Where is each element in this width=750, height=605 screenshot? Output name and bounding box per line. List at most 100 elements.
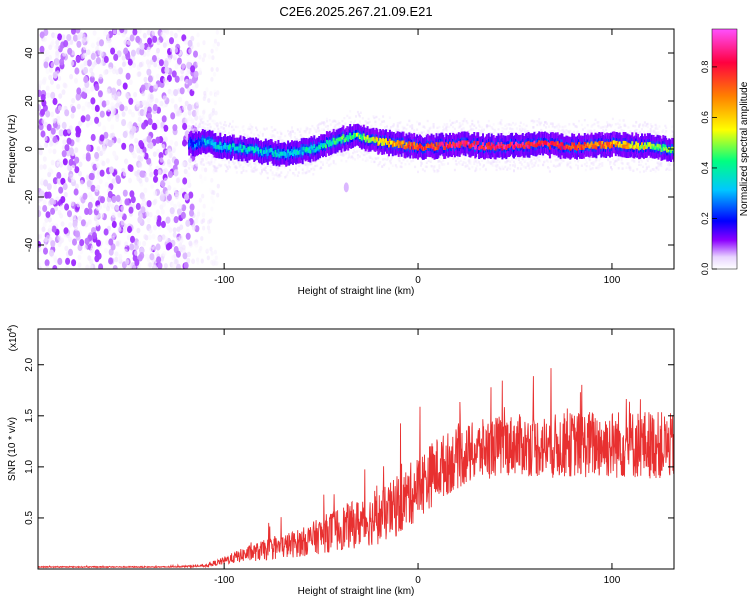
spectrogram-noise-cell <box>124 105 128 112</box>
spectrogram-noise-cell <box>107 190 113 199</box>
spectrogram-ridge-halo-cell <box>266 176 269 180</box>
spectrogram-ridge-halo-cell <box>606 121 609 124</box>
spectrogram-ridge-halo-cell <box>458 122 461 125</box>
spectrogram-noise-cell <box>54 58 60 66</box>
spectrogram-noise-cell <box>49 67 53 73</box>
spectrogram-ridge-halo-cell <box>544 156 547 159</box>
spectrogram-ridge-halo-cell <box>340 159 343 162</box>
spectrogram-ridge-halo-cell <box>329 162 332 166</box>
spectrogram-ridge-halo-cell <box>557 128 560 131</box>
spectrogram-noise-cell <box>38 80 43 86</box>
spectrogram-ridge-halo-cell <box>617 158 620 161</box>
spectrogram-noise-cell <box>95 162 100 169</box>
spectrogram-noise-cell <box>105 99 110 106</box>
spectrogram-sparse-cell <box>199 245 203 251</box>
spectrogram-noise-cell <box>176 208 182 216</box>
spectrogram-noise-cell <box>148 141 154 150</box>
spectrogram-noise-cell <box>59 213 64 219</box>
spectrogram-noise-cell <box>40 108 46 116</box>
spectrogram-ridge-core-cell <box>190 139 193 144</box>
spectrogram-ridge-halo-cell <box>225 124 228 127</box>
spectrogram-ridge-halo-cell <box>546 158 548 161</box>
spectrogram-ridge-halo-cell <box>232 128 235 131</box>
spectrogram-noise-cell <box>139 246 145 255</box>
spectrogram-ridge-halo-cell <box>418 132 420 135</box>
spectrogram-noise-cell <box>105 37 110 44</box>
spectrogram-noise-cell <box>41 118 46 125</box>
spectrogram-ridge-halo-cell <box>497 122 500 125</box>
spectrogram-ridge-halo-cell <box>513 160 515 164</box>
spectrogram-noise-cell <box>45 265 50 269</box>
spectrogram-ridge-halo-cell <box>668 168 671 171</box>
spectrogram-noise-cell <box>104 181 109 188</box>
spectrogram-noise-cell <box>173 89 179 97</box>
spectrogram-ridge-halo-cell <box>211 154 214 157</box>
spectrogram-ridge-halo-cell <box>264 170 267 173</box>
spectrogram-ridge-halo-cell <box>205 161 208 165</box>
spectrogram-ridge-halo-cell <box>502 167 505 171</box>
spectrogram-noise-cell <box>76 103 81 110</box>
spectrogram-ridge-halo-cell <box>620 158 623 161</box>
spectrogram-ridge-halo-cell <box>639 170 642 174</box>
spectrogram-ridge-halo-cell <box>427 129 430 133</box>
spectrogram-ridge-core-cell <box>211 139 214 144</box>
spectrogram-ridge-halo-cell <box>324 122 326 125</box>
spectrogram-noise-cell <box>102 125 107 131</box>
spectrogram-noise-cell <box>46 123 52 131</box>
spectrogram-ridge-halo-cell <box>387 157 389 160</box>
spectrogram-ridge-halo-cell <box>415 132 418 136</box>
spectrogram-noise-cell <box>108 248 114 256</box>
spectrogram-ridge-halo-cell <box>326 128 329 131</box>
spectrogram-noise-cell <box>135 202 141 211</box>
spectrogram-noise-cell <box>156 47 160 54</box>
spectrogram-noise-cell <box>38 104 41 112</box>
spectrogram-ridge-halo-cell <box>513 131 515 135</box>
spectrogram-ridge-halo-cell <box>558 125 561 128</box>
spectrogram-sparse-cell <box>211 55 215 60</box>
spectrogram-noise-cell <box>166 159 171 165</box>
spectrogram-ridge-halo-cell <box>424 132 427 136</box>
spectrogram-ridge-halo-cell <box>228 162 230 165</box>
spectrogram-sparse-cell <box>201 57 205 63</box>
spectrogram-ridge-halo-cell <box>585 161 588 164</box>
spectrogram-noise-cell <box>74 147 79 153</box>
spectrogram-ridge-halo-cell <box>553 126 556 129</box>
spectrogram-ridge-core-cell <box>223 144 226 149</box>
spectrogram-ridge-halo-cell <box>398 159 401 163</box>
spectrogram-noise-cell <box>162 77 167 84</box>
spectrogram-ridge-core-cell <box>218 145 221 150</box>
spectrogram-ridge-halo-cell <box>603 130 606 134</box>
spectrogram-ridge-halo-cell <box>356 154 359 157</box>
spectrogram-ridge-halo-cell <box>248 161 251 164</box>
spectrogram-ridge-halo-cell <box>527 164 530 167</box>
spectrogram-noise-cell <box>42 204 48 213</box>
spectrogram-ridge-halo-cell <box>524 128 527 131</box>
spectrogram-ridge-halo-cell <box>536 156 539 160</box>
spectrogram-ridge-halo-cell <box>402 128 405 131</box>
spectrogram-noise-cell <box>168 227 173 233</box>
spectrogram-noise-cell <box>38 205 41 211</box>
spectrogram-ridge-halo-cell <box>501 165 504 168</box>
spectrogram-noise-cell <box>79 239 85 247</box>
spectrogram-noise-cell <box>167 185 172 191</box>
spectrogram-noise-cell <box>40 130 46 138</box>
spectrogram-ridge-halo-cell <box>199 119 202 122</box>
spectrogram-noise-cell <box>75 136 80 143</box>
spectrogram-ridge-halo-cell <box>373 116 376 120</box>
spectrogram-noise-cell <box>175 250 181 258</box>
spectrogram-ridge-halo-cell <box>593 122 596 126</box>
spectrogram-ridge-halo-cell <box>258 135 260 138</box>
spectrogram-ridge-halo-cell <box>326 125 329 128</box>
spectrogram-noise-cell <box>42 36 47 42</box>
spectrogram-noise-cell <box>184 193 190 201</box>
spectrogram-ridge-halo-cell <box>564 125 567 128</box>
spectrogram-ridge-halo-cell <box>210 162 213 166</box>
spectrogram-ridge-halo-cell <box>523 160 526 163</box>
spectrogram-ridge-halo-cell <box>346 114 349 118</box>
spectrogram-noise-cell <box>149 85 155 93</box>
spectrogram-sparse-cell <box>216 90 220 96</box>
spectrogram-ridge-halo-cell <box>669 163 672 166</box>
spectrogram-ridge-halo-cell <box>548 170 551 173</box>
spectrogram-noise-cell <box>115 116 120 123</box>
spectrogram-noise-cell <box>128 206 134 214</box>
